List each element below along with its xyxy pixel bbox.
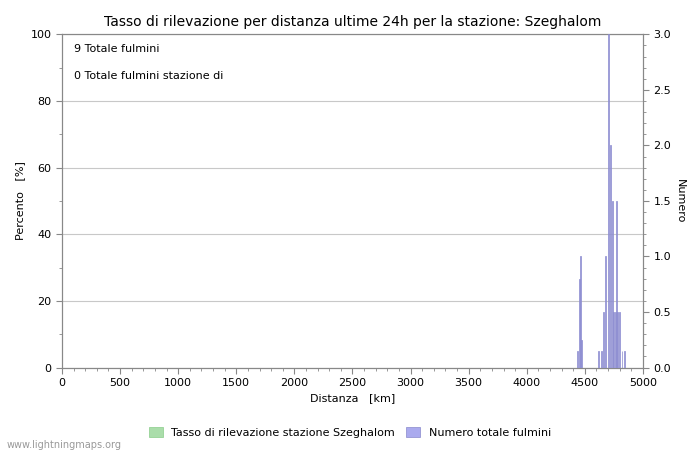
Y-axis label: Numero: Numero [675,179,685,223]
X-axis label: Distanza   [km]: Distanza [km] [310,393,395,404]
Text: 0 Totale fulmini stazione di: 0 Totale fulmini stazione di [74,71,223,81]
Bar [580,256,581,368]
Bar [624,351,625,368]
Bar [617,312,618,368]
Bar [610,145,611,368]
Bar [579,279,580,368]
Bar [603,312,604,368]
Bar [613,312,615,368]
Legend: Tasso di rilevazione stazione Szeghalom, Numero totale fulmini: Tasso di rilevazione stazione Szeghalom,… [145,423,555,442]
Text: 9 Totale fulmini: 9 Totale fulmini [74,45,159,54]
Bar [616,201,617,368]
Y-axis label: Percento   [%]: Percento [%] [15,162,25,240]
Bar [598,351,599,368]
Text: www.lightningmaps.org: www.lightningmaps.org [7,440,122,450]
Title: Tasso di rilevazione per distanza ultime 24h per la stazione: Szeghalom: Tasso di rilevazione per distanza ultime… [104,15,601,29]
